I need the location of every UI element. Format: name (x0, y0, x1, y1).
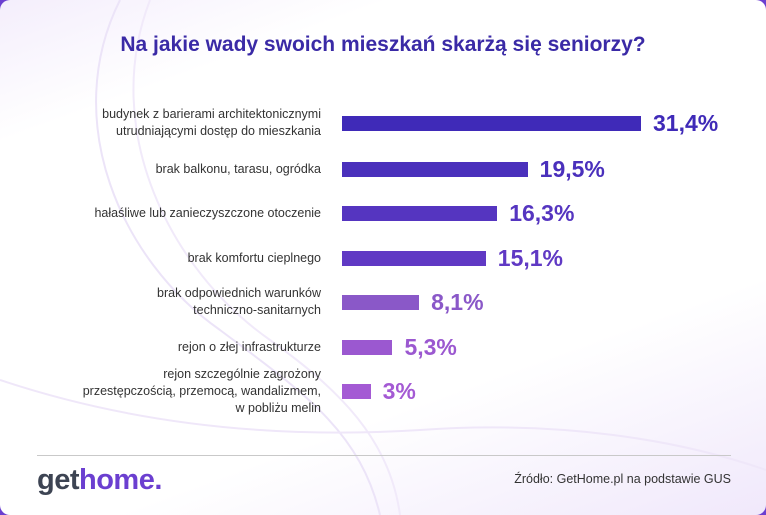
category-label-line: hałaśliwe lub zanieczyszczone otoczenie (94, 205, 321, 220)
category-label-line: techniczno-sanitarnych (193, 303, 321, 317)
value-label: 15,1% (497, 245, 563, 271)
gethome-logo[interactable]: gethome. (37, 464, 162, 497)
bar (342, 161, 528, 177)
category-label: brak balkonu, tarasu, ogródka (21, 161, 321, 178)
bar (342, 294, 420, 310)
category-label-line: rejon o złej infrastrukturze (177, 339, 321, 354)
value-label: 3% (382, 378, 416, 404)
logo-home-text: home (79, 464, 155, 496)
category-label-line: utrudniającymi dostęp do mieszkania (116, 124, 321, 138)
category-label: brak odpowiednich warunków techniczno-san… (21, 285, 321, 319)
bar (342, 115, 641, 131)
category-label-line: brak odpowiednich warunków (157, 286, 321, 300)
category-label-line: brak balkonu, tarasu, ogródka (155, 161, 321, 176)
logo-dot: . (154, 464, 162, 496)
footer-divider (37, 455, 731, 456)
category-label: brak komfortu cieplnego (21, 250, 321, 267)
category-label: hałaśliwe lub zanieczyszczone otoczenie (21, 205, 321, 222)
bar (342, 250, 486, 266)
chart-title: Na jakie wady swoich mieszkań skarżą się… (120, 33, 646, 56)
bar (342, 339, 393, 355)
category-label-line: rejon szczególnie zagrożony (163, 366, 321, 381)
category-label: rejon szczególnie zagrożony przestępczośc… (21, 366, 321, 417)
category-label-line: w pobliżu melin (235, 400, 321, 415)
value-label: 19,5% (539, 156, 605, 182)
value-label: 5,3% (404, 334, 457, 360)
category-label: rejon o złej infrastrukturze (21, 339, 321, 356)
value-label: 16,3% (509, 200, 575, 226)
logo-get-text: get (37, 464, 80, 496)
category-label-line: budynek z barierami architektonicznymi (102, 107, 321, 121)
category-label-line: brak komfortu cieplnego (187, 250, 321, 265)
bar (342, 205, 498, 221)
source-note: Źródło: GetHome.pl na podstawie GUS (514, 472, 731, 486)
category-label: budynek z barierami architektonicznymi ut… (21, 106, 321, 140)
value-label: 8,1% (431, 289, 484, 315)
category-label-line: przestępczością, przemocą, wandalizmem, (82, 383, 321, 398)
value-label: 31,4% (653, 110, 719, 136)
bar (342, 383, 371, 399)
